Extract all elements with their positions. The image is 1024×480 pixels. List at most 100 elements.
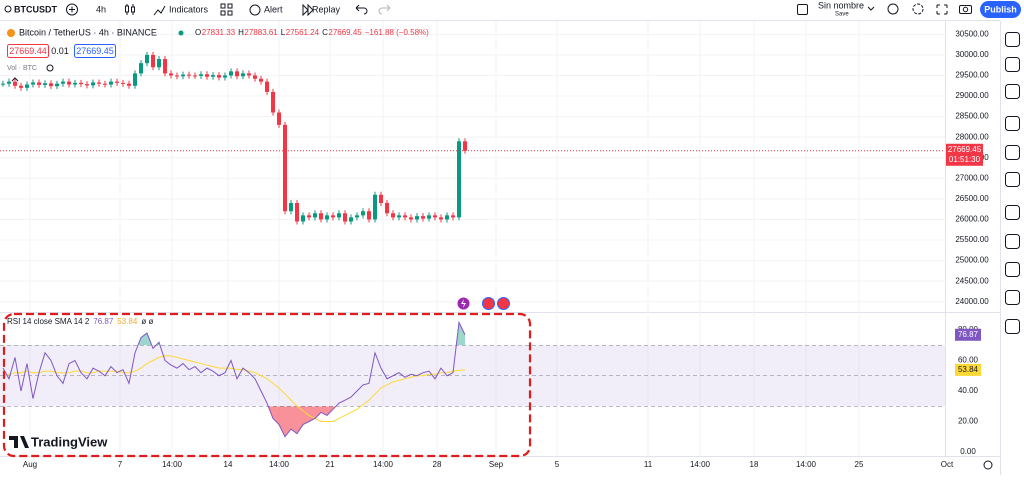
candle [229, 71, 233, 76]
publish-button[interactable] [980, 1, 1021, 18]
candle [73, 82, 77, 85]
candle [97, 82, 101, 84]
candle [157, 59, 161, 68]
sidebar-icon[interactable] [1005, 145, 1020, 160]
candle [43, 83, 47, 85]
save-label[interactable]: Save [835, 12, 849, 18]
buy-box[interactable] [74, 44, 116, 58]
rsi-legend-na: ø ø [141, 317, 153, 326]
time-tick-label: 5 [555, 460, 560, 469]
candle [19, 85, 23, 88]
fullscreen[interactable] [936, 4, 948, 15]
sidebar-icon[interactable] [1005, 234, 1020, 249]
interval[interactable]: 4h [96, 4, 106, 14]
candle [115, 81, 119, 83]
candle [325, 215, 329, 220]
price-tick-label: 30500.00 [955, 29, 989, 38]
candle [313, 213, 317, 218]
economic-event[interactable] [482, 297, 495, 310]
publish-label[interactable]: Publish [984, 4, 1017, 14]
price-tick-label: 24500.00 [955, 276, 989, 285]
buy-price[interactable]: 27669.45 [76, 46, 114, 56]
candle [127, 83, 131, 86]
rsi-value-box [955, 328, 981, 341]
time-tick-label: 11 [644, 460, 653, 469]
candle [391, 213, 395, 218]
sidebar-icon[interactable] [1005, 116, 1020, 131]
sidebar-icon[interactable] [1005, 84, 1020, 99]
quick-search[interactable] [887, 3, 899, 15]
layout-menu[interactable] [867, 6, 875, 11]
highlight-annotation [2, 312, 532, 458]
candle [109, 81, 113, 85]
price-tick-label: 29000.00 [955, 91, 989, 100]
candle [205, 74, 209, 77]
candle [343, 213, 347, 222]
last-price-label: 27669.45 [948, 145, 982, 154]
axis-settings[interactable] [983, 460, 993, 470]
candle [349, 217, 353, 222]
replay-button[interactable]: Replay [312, 4, 341, 14]
candle [37, 82, 41, 85]
economic-event[interactable] [497, 297, 510, 310]
sidebar-icon[interactable] [1005, 205, 1020, 220]
undo[interactable] [355, 4, 368, 15]
sell-price[interactable]: 27669.44 [9, 46, 47, 56]
layout-name[interactable]: Sin nombre [818, 0, 864, 10]
ohlc-value: 27669.45 [328, 28, 362, 37]
candle [373, 194, 377, 220]
candle [457, 141, 461, 218]
sidebar-icon[interactable] [1005, 262, 1020, 277]
candle [439, 217, 443, 220]
alert-button[interactable]: Alert [264, 4, 283, 14]
collapse-legend[interactable] [11, 77, 19, 82]
settings[interactable] [912, 3, 924, 15]
time-tick-label: 21 [326, 460, 335, 469]
add-symbol[interactable] [66, 3, 78, 16]
sell-box[interactable] [7, 44, 49, 58]
candle [355, 215, 359, 218]
redo[interactable] [378, 4, 391, 15]
sidebar-icon[interactable] [1005, 172, 1020, 187]
search-icon[interactable] [4, 5, 12, 13]
ohlc-value: 27883.61 [244, 28, 278, 37]
time-tick-label: 14:00 [269, 460, 290, 469]
sidebar-icon[interactable] [1005, 290, 1020, 305]
price-tick-label: 28000.00 [955, 132, 989, 141]
sidebar-icon[interactable] [1005, 32, 1020, 47]
candle [133, 73, 137, 86]
candle [175, 75, 179, 77]
time-tick-label: Sep [489, 460, 504, 469]
candle [223, 75, 227, 78]
rsi-tick-label: 20.00 [958, 417, 979, 426]
candle [277, 112, 281, 125]
sidebar-icon[interactable] [1005, 57, 1020, 72]
candle [421, 216, 425, 219]
candle [385, 202, 389, 214]
layout-checkbox[interactable] [797, 4, 808, 15]
ohlc-value: 27831.33 [202, 28, 236, 37]
layouts-icon[interactable] [220, 3, 233, 16]
add-icon [69, 6, 75, 13]
spread: 0.01 [51, 46, 69, 56]
rsi-tick-label: 0.00 [960, 447, 976, 456]
price-tick-label: 26000.00 [955, 215, 989, 224]
indicators-button[interactable]: Indicators [169, 4, 209, 14]
snapshot[interactable] [959, 5, 972, 14]
symbol[interactable]: BTCUSDT [14, 4, 57, 14]
candle [397, 215, 401, 218]
change: −161.88 (−0.58%) [365, 28, 429, 37]
price-tick-label: 24000.00 [955, 297, 989, 306]
hide-icon[interactable] [46, 64, 54, 72]
candle [199, 74, 203, 76]
sidebar-icon[interactable] [1005, 319, 1020, 334]
price-tick-label: 27000.00 [955, 173, 989, 182]
candle [79, 82, 83, 85]
symbol-logo [7, 29, 15, 37]
brand-name: TradingView [31, 434, 108, 449]
time-tick-label: 18 [750, 460, 759, 469]
candle [403, 215, 407, 218]
candle [445, 215, 449, 220]
candle [361, 211, 365, 216]
